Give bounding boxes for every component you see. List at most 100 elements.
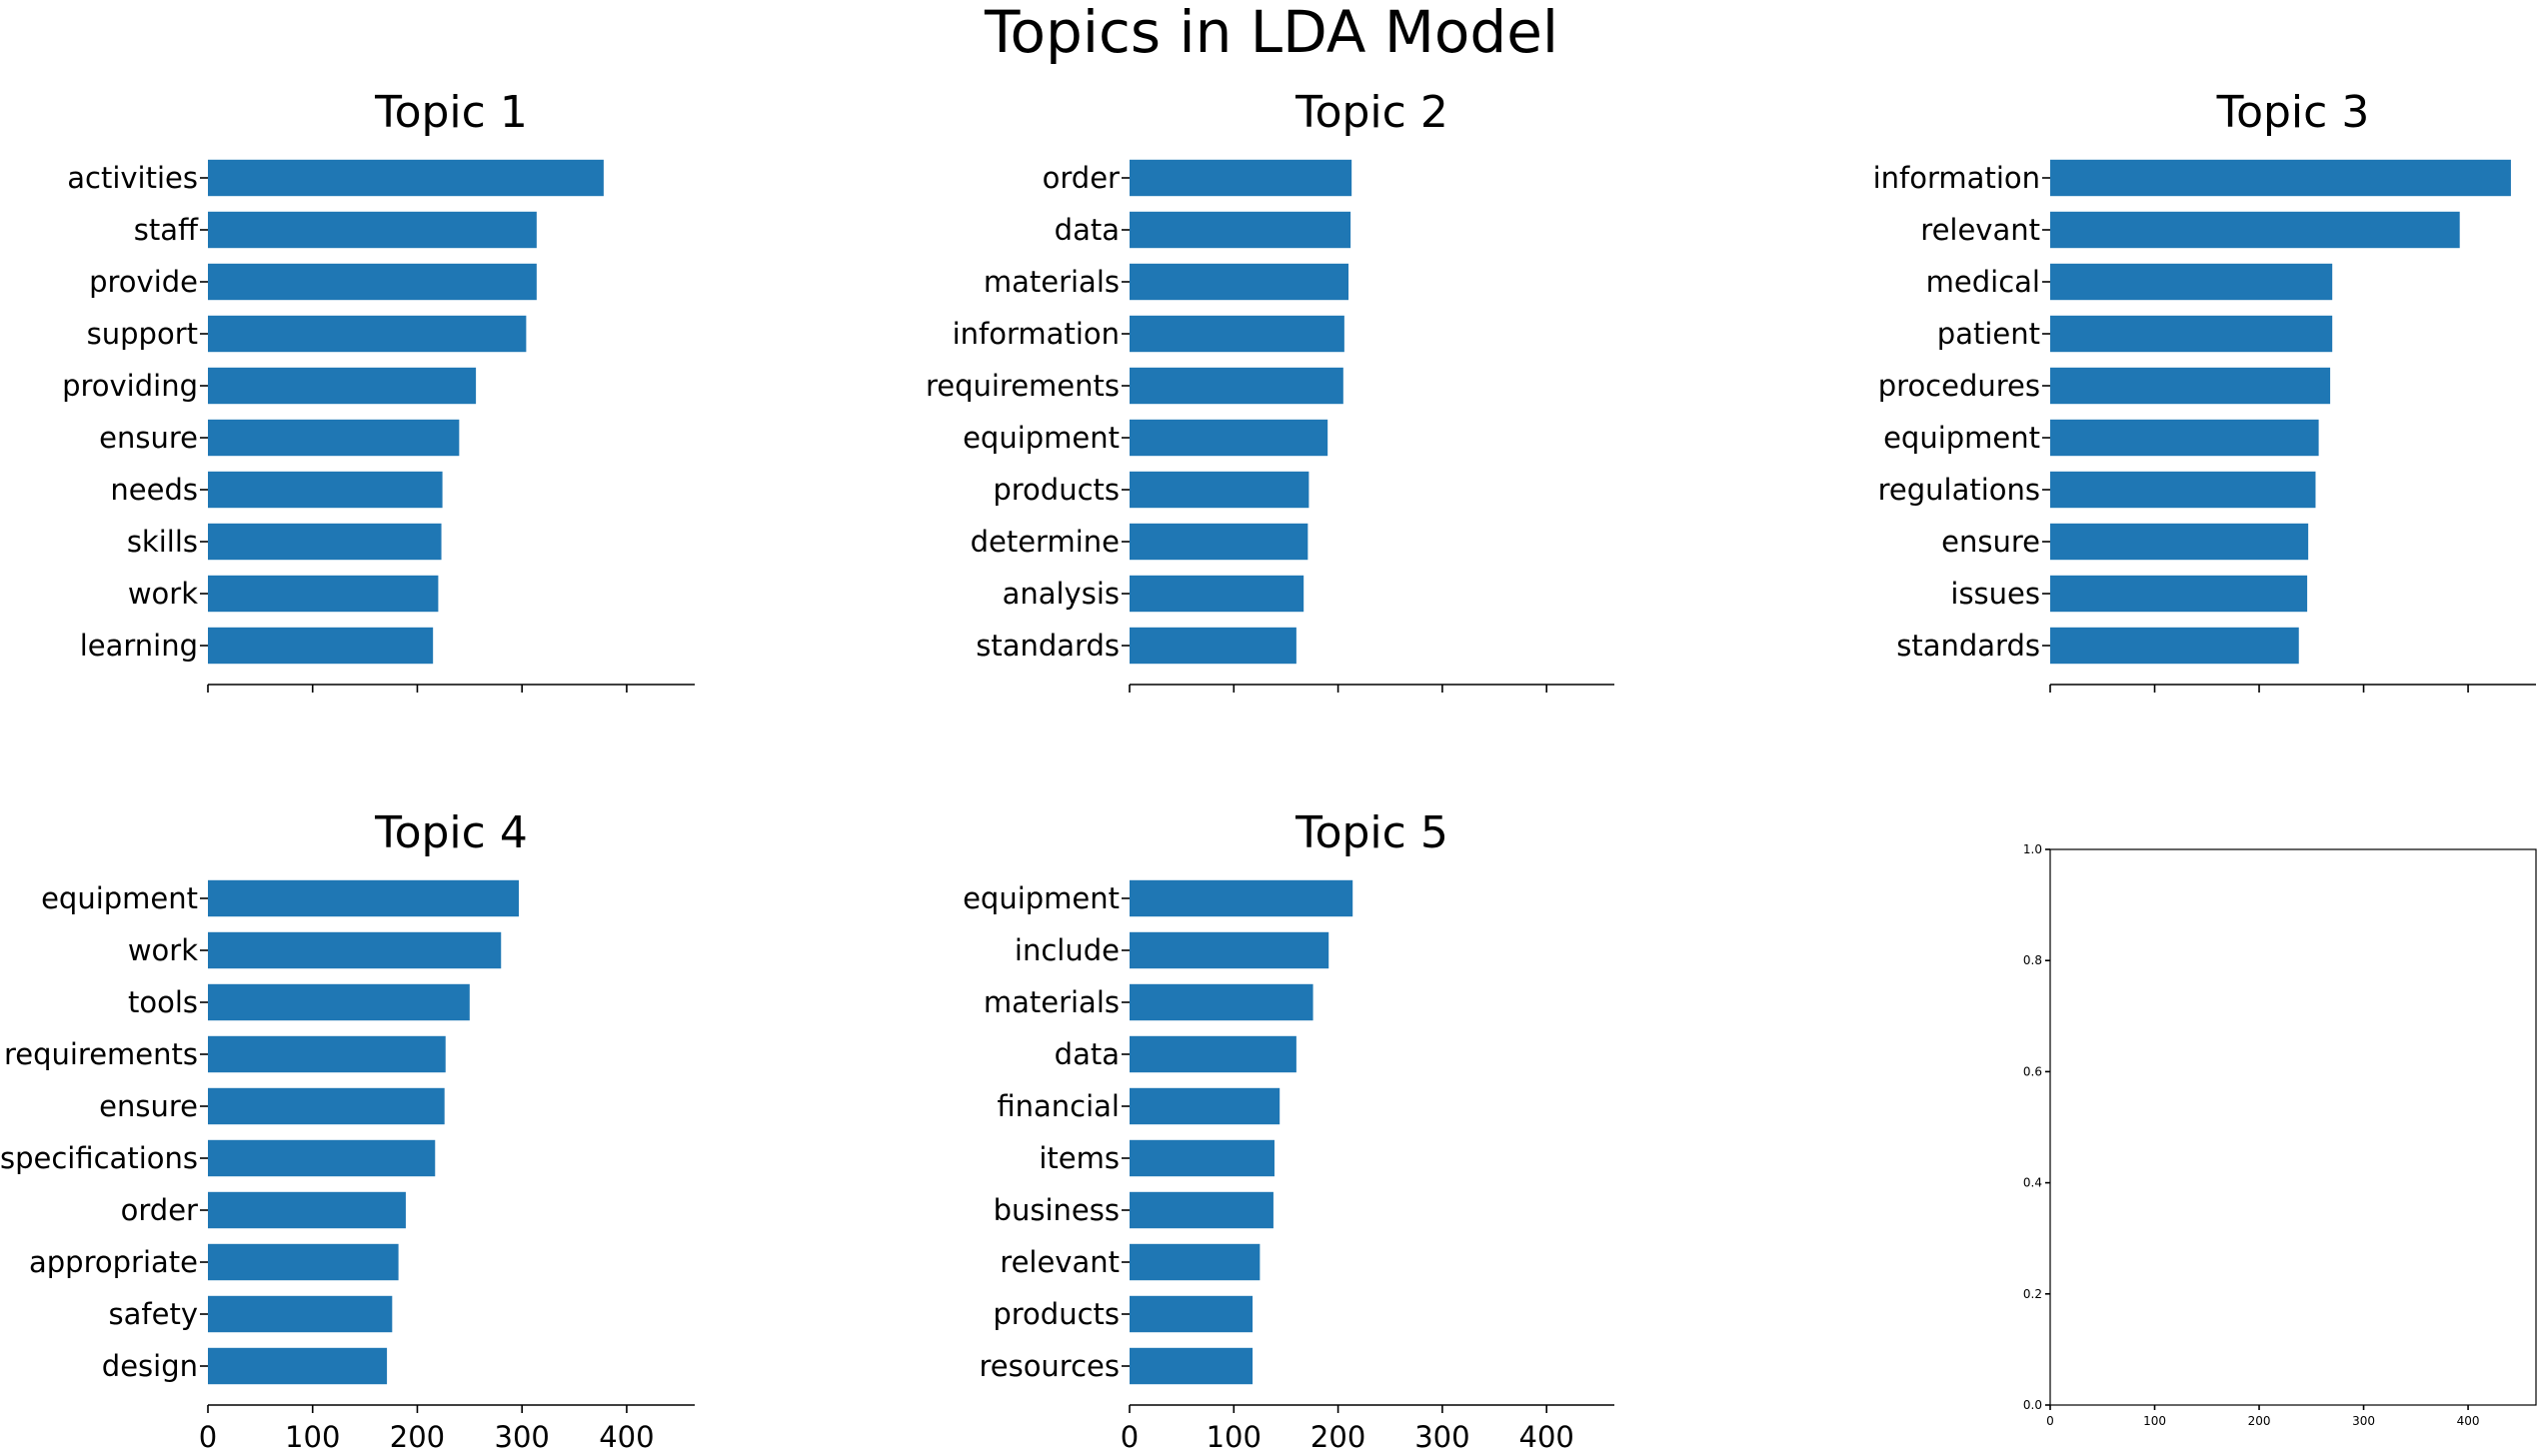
bar-work xyxy=(208,575,439,613)
bar-equipment xyxy=(2050,419,2319,457)
category-label: staff xyxy=(134,213,199,247)
category-label: equipment xyxy=(963,881,1120,915)
bar-materials xyxy=(1130,263,1349,301)
category-label: ensure xyxy=(99,1089,198,1123)
category-label: include xyxy=(1015,933,1120,967)
bar-issues xyxy=(2050,575,2308,613)
xtick-label: 100 xyxy=(1207,1420,1262,1451)
ytick-label: 0.2 xyxy=(2023,1287,2042,1301)
bar-include xyxy=(1130,931,1329,969)
subplot-4: Topic 4 equipment work tools requirements ens… xyxy=(0,807,695,1454)
category-label: ensure xyxy=(99,421,198,455)
bar-learning xyxy=(208,627,434,665)
bar-staff xyxy=(208,211,537,249)
category-label: analysis xyxy=(1003,577,1120,611)
subplot-3: Topic 3 information relevant medical patient… xyxy=(1873,87,2536,693)
category-label: work xyxy=(128,933,198,967)
ytick-label: 0.8 xyxy=(2023,953,2042,967)
xtick-label: 300 xyxy=(2352,1414,2375,1428)
subplot-6: 0 100 200 300 400 0.0 0.2 0.4 0.6 0.8 1.0 xyxy=(2023,842,2537,1428)
bar-order xyxy=(1130,159,1352,197)
category-label: work xyxy=(128,577,198,611)
category-label: order xyxy=(121,1193,198,1227)
bar-materials xyxy=(1130,983,1313,1021)
bar-procedures xyxy=(2050,367,2331,405)
bar-products xyxy=(1130,471,1309,509)
bar-standards xyxy=(1130,627,1296,665)
category-label: determine xyxy=(971,525,1120,559)
category-label: issues xyxy=(1950,577,2040,611)
bar-ensure xyxy=(208,1087,445,1125)
bar-medical xyxy=(2050,263,2333,301)
ytick-label: 0.6 xyxy=(2023,1064,2042,1078)
bar-data xyxy=(1130,1035,1296,1073)
category-label: ensure xyxy=(1941,525,2040,559)
category-label: financial xyxy=(997,1089,1120,1123)
bar-information xyxy=(2050,159,2511,197)
bar-providing xyxy=(208,367,477,405)
bar-patient xyxy=(2050,315,2333,353)
xtick-label: 300 xyxy=(1414,1420,1469,1451)
xtick-label: 400 xyxy=(1519,1420,1574,1451)
bar-support xyxy=(208,315,527,353)
bar-equipment xyxy=(1130,419,1328,457)
bar-specifications xyxy=(208,1139,436,1177)
category-label: materials xyxy=(984,265,1120,299)
category-label: learning xyxy=(80,629,198,663)
category-label: data xyxy=(1055,1037,1120,1071)
ytick-label: 0.4 xyxy=(2023,1176,2042,1190)
category-label: materials xyxy=(984,985,1120,1019)
bar-work xyxy=(208,931,502,969)
bar-design xyxy=(208,1347,388,1385)
category-label: information xyxy=(953,317,1120,351)
bar-analysis xyxy=(1130,575,1304,613)
bar-appropriate xyxy=(208,1243,399,1281)
category-label: order xyxy=(1043,161,1120,195)
category-label: procedures xyxy=(1878,369,2040,403)
category-label: design xyxy=(102,1349,198,1383)
bar-needs xyxy=(208,471,443,509)
bar-standards xyxy=(2050,627,2299,665)
subplot-1: Topic 1 activities staff provide support prov… xyxy=(62,87,695,693)
category-label: equipment xyxy=(963,421,1120,455)
bar-relevant xyxy=(2050,211,2460,249)
category-label: requirements xyxy=(4,1037,198,1071)
subplot-2: Topic 2 order data materials information requ… xyxy=(926,87,1614,693)
bar-order xyxy=(208,1191,406,1229)
bar-information xyxy=(1130,315,1344,353)
bar-relevant xyxy=(1130,1243,1261,1281)
subplot-title: Topic 3 xyxy=(2216,87,2370,138)
xtick-label: 0 xyxy=(199,1420,217,1451)
category-label: standards xyxy=(1896,629,2040,663)
empty-axes-frame xyxy=(2049,848,2537,1406)
bar-financial xyxy=(1130,1087,1280,1125)
bar-data xyxy=(1130,211,1351,249)
xtick-label: 0 xyxy=(2046,1414,2054,1428)
subplot-title: Topic 5 xyxy=(1294,807,1448,858)
bar-ensure xyxy=(2050,523,2309,561)
bar-provide xyxy=(208,263,537,301)
subplot-title: Topic 2 xyxy=(1294,87,1448,138)
category-label: equipment xyxy=(41,881,198,915)
category-label: requirements xyxy=(926,369,1120,403)
figure-title: Topics in LDA Model xyxy=(984,0,1558,66)
category-label: products xyxy=(993,473,1120,507)
bar-requirements xyxy=(208,1035,446,1073)
xtick-label: 300 xyxy=(495,1420,550,1451)
bar-products xyxy=(1130,1295,1254,1333)
category-label: safety xyxy=(109,1297,198,1331)
bar-requirements xyxy=(1130,367,1343,405)
category-label: providing xyxy=(62,369,198,403)
category-label: regulations xyxy=(1878,473,2040,507)
xtick-label: 400 xyxy=(2457,1414,2480,1428)
category-label: data xyxy=(1055,213,1120,247)
xtick-label: 200 xyxy=(390,1420,445,1451)
category-label: support xyxy=(87,317,198,351)
bar-determine xyxy=(1130,523,1308,561)
bar-tools xyxy=(208,983,470,1021)
category-label: information xyxy=(1873,161,2040,195)
bar-ensure xyxy=(208,419,460,457)
bar-resources xyxy=(1130,1347,1254,1385)
bar-business xyxy=(1130,1191,1273,1229)
